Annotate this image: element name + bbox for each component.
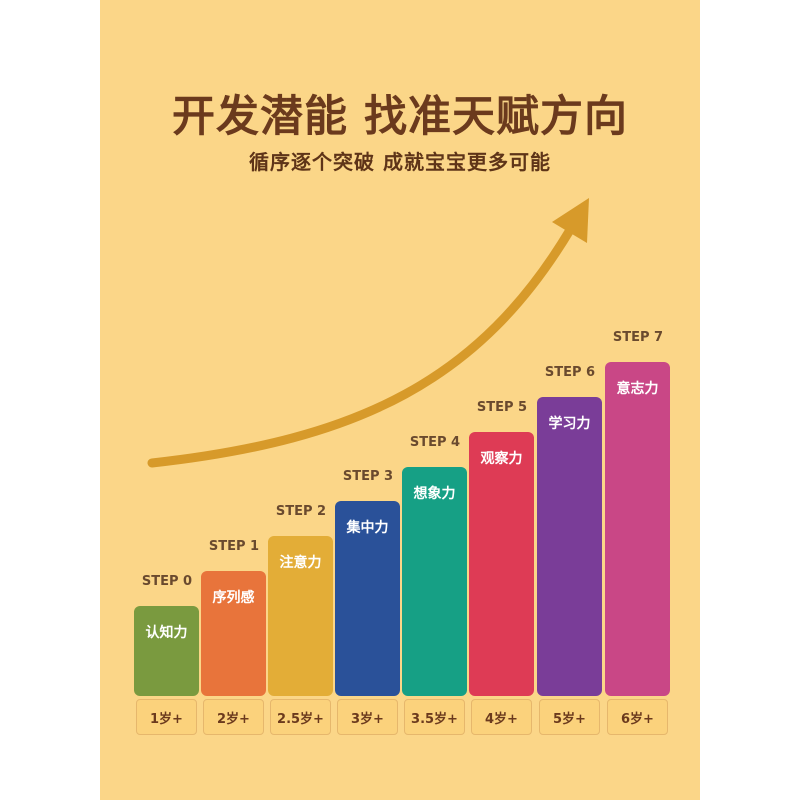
age-label: 5岁+ <box>539 699 600 735</box>
step-heading: STEP 4 <box>409 435 461 450</box>
step-heading: STEP 5 <box>476 400 528 415</box>
growth-arrow-icon <box>147 198 589 468</box>
age-label: 2岁+ <box>203 699 264 735</box>
step-heading: STEP 6 <box>544 365 596 380</box>
age-label: 3岁+ <box>337 699 398 735</box>
page-title: 开发潜能 找准天赋方向 <box>172 92 628 142</box>
step-skill-label: 认知力 <box>145 625 188 641</box>
step-bar: 想象力 <box>402 467 467 696</box>
step-bar: 认知力 <box>134 606 199 696</box>
age-label: 4岁+ <box>471 699 532 735</box>
step-heading: STEP 7 <box>612 330 664 345</box>
step-bar: 序列感 <box>201 571 266 696</box>
step-heading: STEP 2 <box>275 504 327 519</box>
step-skill-label: 观察力 <box>480 451 523 467</box>
step-bar: 观察力 <box>469 432 534 696</box>
step-heading: STEP 0 <box>141 574 193 589</box>
step-heading: STEP 1 <box>208 539 260 554</box>
step-skill-label: 学习力 <box>548 416 591 432</box>
step-skill-label: 注意力 <box>279 555 322 571</box>
step-skill-label: 序列感 <box>212 590 255 606</box>
step-bar: 学习力 <box>537 397 602 696</box>
poster: 开发潜能 找准天赋方向 循序逐个突破 成就宝宝更多可能 STEP 0 认知力 1岁+… <box>100 0 700 800</box>
page-subtitle: 循序逐个突破 成就宝宝更多可能 <box>249 150 551 174</box>
age-label: 6岁+ <box>607 699 668 735</box>
step-bar: 意志力 <box>605 362 670 696</box>
age-label: 3.5岁+ <box>404 699 465 735</box>
age-label: 2.5岁+ <box>270 699 331 735</box>
step-skill-label: 想象力 <box>413 486 456 502</box>
step-skill-label: 集中力 <box>346 520 389 536</box>
step-heading: STEP 3 <box>342 469 394 484</box>
step-bar: 注意力 <box>268 536 333 696</box>
growth-arrow-head <box>552 198 589 243</box>
age-label: 1岁+ <box>136 699 197 735</box>
step-bar: 集中力 <box>335 501 400 696</box>
growth-arrow-shaft <box>147 225 575 468</box>
step-skill-label: 意志力 <box>616 381 659 397</box>
